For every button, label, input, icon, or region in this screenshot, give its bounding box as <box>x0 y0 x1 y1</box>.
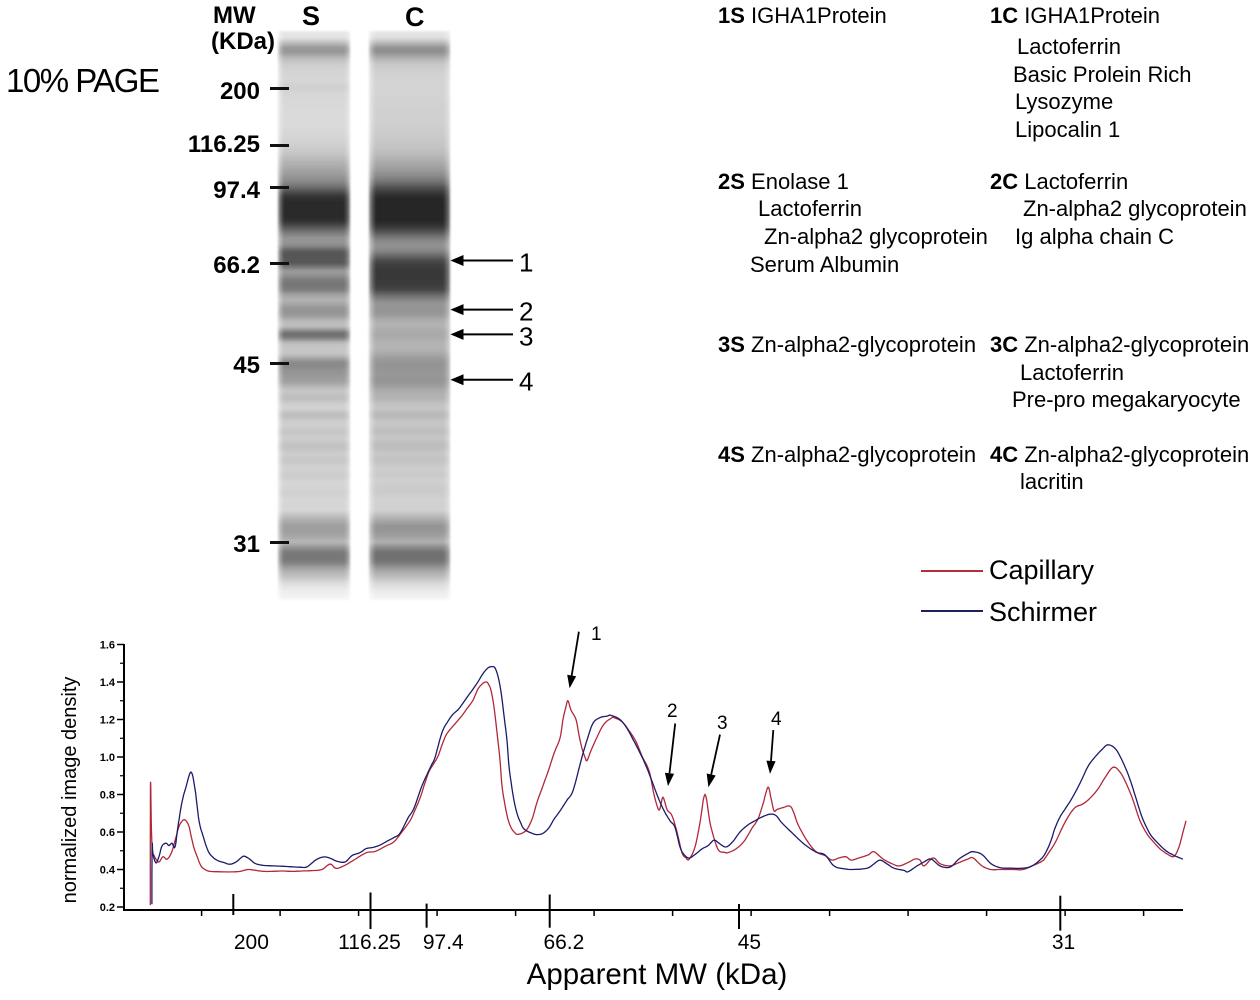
svg-text:0.4: 0.4 <box>100 865 116 877</box>
svg-text:1.6: 1.6 <box>100 640 115 652</box>
svg-text:66.2: 66.2 <box>543 931 584 954</box>
svg-text:31: 31 <box>1052 931 1075 954</box>
svg-text:1: 1 <box>591 624 602 645</box>
svg-text:normalized image density: normalized image density <box>59 677 81 904</box>
svg-text:4: 4 <box>771 709 782 730</box>
svg-text:1: 1 <box>519 248 533 278</box>
svg-text:Apparent MW (kDa): Apparent MW (kDa) <box>527 958 788 991</box>
svg-text:1.4: 1.4 <box>100 677 116 689</box>
svg-text:0.2: 0.2 <box>100 902 115 914</box>
svg-text:1.0: 1.0 <box>100 752 115 764</box>
svg-text:3: 3 <box>519 321 533 351</box>
svg-text:1.2: 1.2 <box>100 715 115 727</box>
svg-text:45: 45 <box>738 931 761 954</box>
svg-text:2: 2 <box>519 297 533 327</box>
svg-text:0.6: 0.6 <box>100 827 115 839</box>
svg-text:4: 4 <box>519 367 533 397</box>
svg-text:97.4: 97.4 <box>423 931 464 954</box>
svg-text:0.8: 0.8 <box>100 790 115 802</box>
svg-text:200: 200 <box>234 931 269 954</box>
svg-text:3: 3 <box>717 713 728 734</box>
svg-text:116.25: 116.25 <box>338 931 401 954</box>
svg-text:2: 2 <box>667 701 678 722</box>
